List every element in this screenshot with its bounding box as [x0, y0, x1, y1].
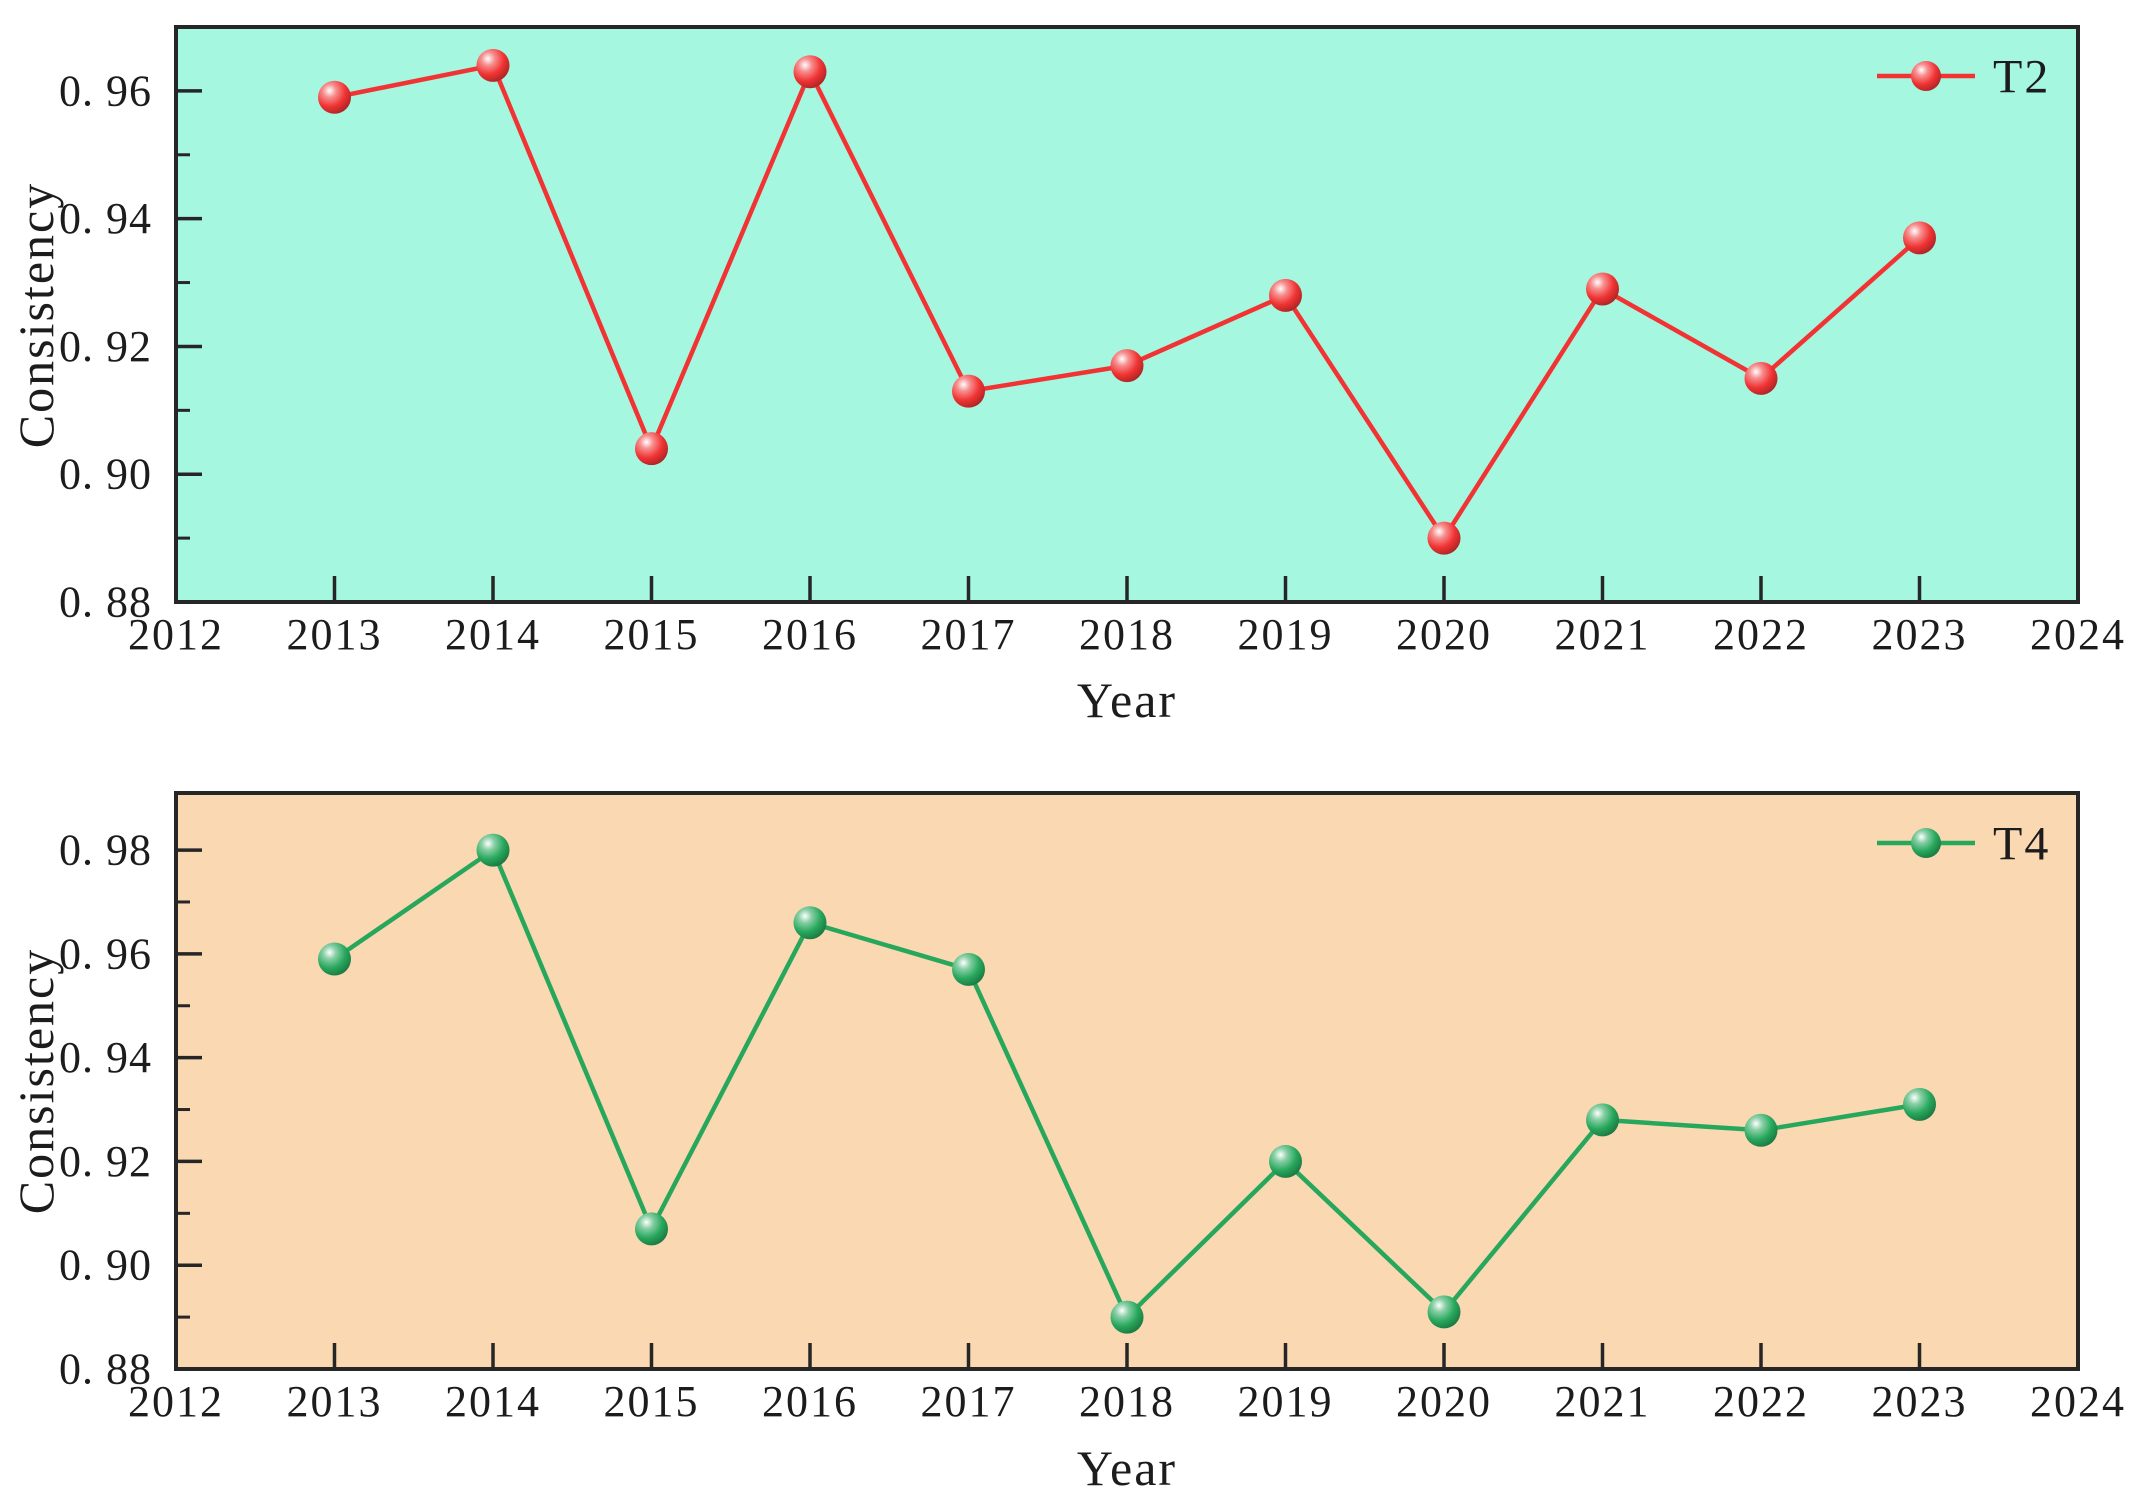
y-tick-label: 0. 94 [59, 194, 152, 243]
x-tick-label: 2024 [2030, 1377, 2126, 1426]
data-point-t2-2013 [318, 80, 351, 114]
data-point-t4-2013 [318, 942, 351, 976]
y-tick-label: 0. 96 [59, 66, 152, 115]
data-point-t2-2015 [635, 432, 668, 466]
data-point-t4-2015 [635, 1212, 668, 1246]
y-tick-label: 0. 92 [59, 322, 152, 371]
y-tick-label: 0. 98 [59, 826, 152, 875]
x-tick-label: 2018 [1079, 1377, 1175, 1426]
x-tick-label: 2022 [1713, 610, 1809, 659]
axes-frame [174, 791, 2080, 1371]
x-axis-label-bottom: Year [1076, 1440, 1178, 1496]
y-tick-label: 0. 94 [59, 1033, 152, 1082]
y-tick-label: 0. 88 [59, 578, 152, 627]
legend-label-t4: T4 [1993, 817, 2051, 871]
x-tick-label: 2023 [1872, 610, 1968, 659]
x-tick-label: 2016 [762, 1377, 858, 1426]
data-point-t2-2022 [1744, 361, 1778, 395]
x-tick-label: 2017 [921, 1377, 1017, 1426]
data-point-t4-2016 [793, 906, 827, 940]
x-tick-label: 2019 [1238, 610, 1334, 659]
y-axis-label-top: Consistency [8, 181, 64, 449]
x-tick-label: 2020 [1396, 1377, 1492, 1426]
x-tick-label: 2023 [1872, 1377, 1968, 1426]
data-point-t4-2023 [1903, 1087, 1936, 1121]
data-point-t4-2019 [1269, 1144, 1302, 1178]
data-point-t2-2018 [1110, 349, 1144, 383]
data-point-t2-2020 [1427, 521, 1461, 555]
data-point-t2-2023 [1903, 221, 1936, 255]
x-tick-label: 2013 [287, 1377, 383, 1426]
x-tick-label: 2014 [445, 1377, 541, 1426]
x-tick-label: 2018 [1079, 610, 1175, 659]
x-tick-label: 2012 [128, 610, 224, 659]
x-tick-label: 2020 [1396, 610, 1492, 659]
y-tick-label: 0. 90 [59, 450, 152, 499]
data-point-t4-2018 [1110, 1300, 1144, 1334]
data-point-t2-2016 [793, 55, 827, 89]
data-point-t2-2019 [1269, 278, 1302, 312]
x-tick-label: 2015 [604, 1377, 700, 1426]
y-tick-label: 0. 90 [59, 1241, 152, 1290]
data-point-t4-2017 [952, 952, 985, 986]
x-tick-label: 2024 [2030, 610, 2126, 659]
data-point-t2-2014 [476, 48, 510, 82]
legend-label-t2: T2 [1993, 50, 2051, 104]
plot-background-t4 [176, 793, 2078, 1369]
legend-marker-t4 [1911, 828, 1941, 858]
y-axis-label-bottom: Consistency [8, 947, 64, 1215]
data-point-t2-2017 [952, 374, 985, 408]
x-tick-label: 2019 [1238, 1377, 1334, 1426]
x-tick-label: 2021 [1555, 1377, 1651, 1426]
data-point-t4-2022 [1744, 1113, 1778, 1147]
subplot-t2: 0. 88 0. 90 0. 92 0. 94 0. 96 2012 2013 2014 201… [59, 25, 2126, 659]
plot-background-t2 [176, 27, 2078, 602]
x-tick-label: 2014 [445, 610, 541, 659]
subplot-t4: 0. 88 0. 90 0. 92 0. 94 0. 96 0. 98 2012 2013 20… [59, 791, 2126, 1426]
data-point-t4-2020 [1427, 1295, 1461, 1329]
x-tick-label: 2012 [128, 1377, 224, 1426]
axes-frame [174, 25, 2080, 604]
legend-marker-t2 [1911, 61, 1941, 91]
x-tick-label: 2015 [604, 610, 700, 659]
x-tick-label: 2021 [1555, 610, 1651, 659]
y-tick-label: 0. 92 [59, 1137, 152, 1186]
x-tick-label: 2017 [921, 610, 1017, 659]
x-tick-label: 2013 [287, 610, 383, 659]
data-point-t2-2021 [1586, 272, 1619, 306]
x-axis-label-top: Year [1076, 672, 1178, 728]
x-tick-label: 2016 [762, 610, 858, 659]
y-tick-label: 0. 88 [59, 1345, 152, 1394]
x-tick-label: 2022 [1713, 1377, 1809, 1426]
data-point-t4-2014 [476, 833, 510, 867]
y-tick-label: 0. 96 [59, 929, 152, 978]
data-point-t4-2021 [1586, 1103, 1619, 1137]
